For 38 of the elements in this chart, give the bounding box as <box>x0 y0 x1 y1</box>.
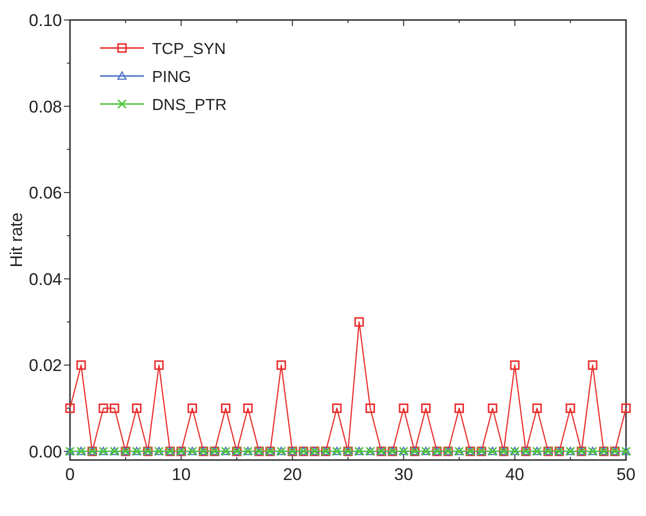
x-tick-label: 20 <box>282 465 302 484</box>
point <box>398 403 408 413</box>
point <box>243 403 253 413</box>
legend-label: PING <box>152 69 192 86</box>
y-tick-label: 0.02 <box>28 356 62 376</box>
point <box>532 403 542 413</box>
point <box>76 360 86 370</box>
point <box>154 360 164 370</box>
x-tick-label: 40 <box>505 465 524 484</box>
y-tick-label: 0.08 <box>28 97 62 116</box>
legend-label: DNS_PTR <box>152 97 227 114</box>
point <box>365 403 375 413</box>
x-tick-label: 50 <box>616 465 636 484</box>
point <box>110 403 120 413</box>
point <box>621 403 631 413</box>
point <box>421 403 431 413</box>
y-tick-label: 0.00 <box>28 442 62 462</box>
point <box>332 403 342 413</box>
y-tick-label: 0.10 <box>28 11 62 30</box>
point <box>454 403 464 413</box>
point <box>132 403 142 413</box>
legend-label: TCP_SYN <box>152 41 226 58</box>
point <box>510 360 520 370</box>
point <box>354 317 364 327</box>
point <box>98 403 108 413</box>
point <box>65 403 75 413</box>
point <box>276 360 286 370</box>
y-tick-label: 0.04 <box>28 270 62 289</box>
point <box>488 403 498 413</box>
y-tick-label: 0.06 <box>28 184 62 203</box>
point <box>588 360 598 370</box>
x-tick-label: 10 <box>172 465 191 484</box>
point <box>220 403 230 413</box>
point <box>188 403 198 413</box>
x-tick-label: 30 <box>394 465 414 484</box>
point <box>566 403 576 413</box>
y-axis-title: Hit rate <box>7 212 26 268</box>
x-tick-label: 0 <box>65 465 75 484</box>
